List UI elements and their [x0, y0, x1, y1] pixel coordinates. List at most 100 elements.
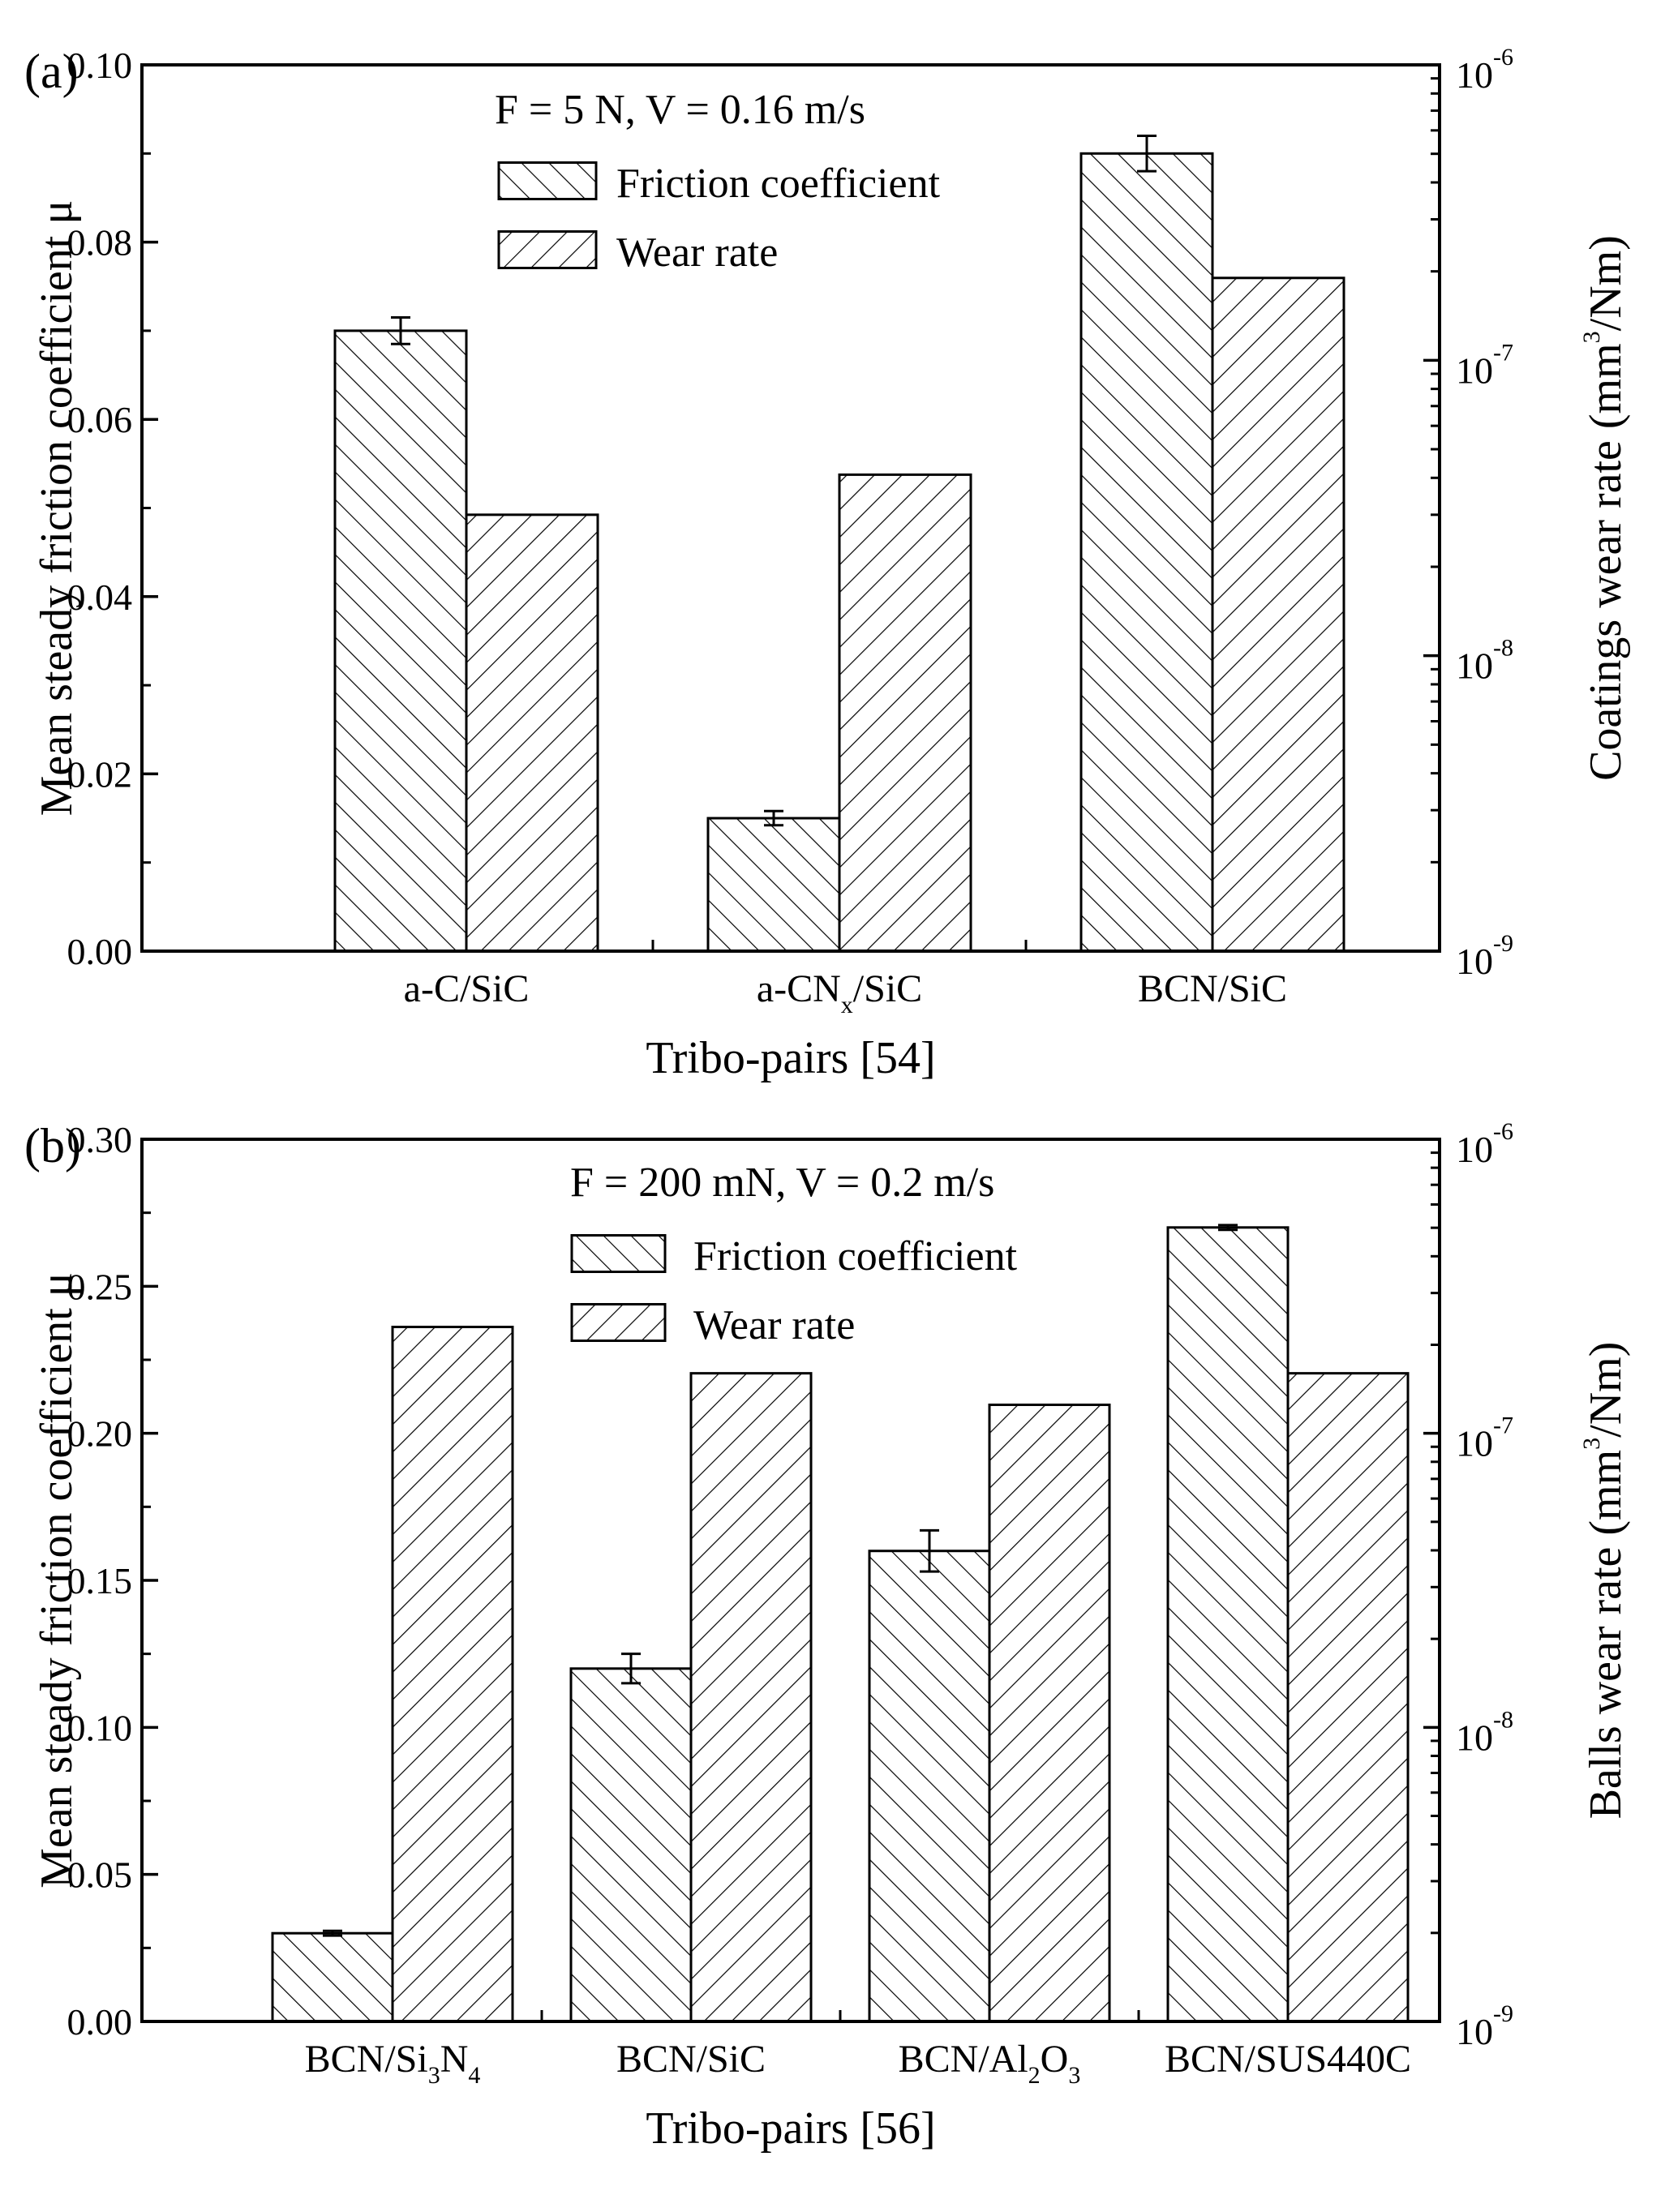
category-label-part: a-CN — [757, 967, 841, 1010]
y-tick-label: 0.10 — [67, 1707, 133, 1748]
y2-tick-label: 10-7 — [1456, 1413, 1513, 1464]
x-axis-label: Tribo-pairs [54] — [646, 1033, 935, 1083]
wear-bar-3 — [1286, 1372, 1410, 2023]
legend-label-0: Friction coefficient — [616, 161, 941, 207]
legend-label-0: Friction coefficient — [693, 1233, 1018, 1280]
wear-bar-2 — [1211, 276, 1345, 953]
y2-tick-exponent: -6 — [1493, 1118, 1513, 1145]
y-tick-label: 0.00 — [67, 931, 133, 972]
category-label-1: a-CNx/SiC — [757, 967, 922, 1018]
panel-a: a-C/SiC a-CNx/SiC BCN/SiC 0.00 0.02 0.04 0.06 0… — [24, 44, 1631, 1083]
friction-bar-1 — [706, 817, 841, 953]
category-label-part: BCN/Si — [305, 2038, 428, 2081]
y-tick-label: 0.30 — [67, 1119, 133, 1160]
legend-swatch-1 — [497, 230, 598, 269]
category-label-0: a-C/SiC — [404, 967, 530, 1010]
category-label-1: BCN/SiC — [616, 2038, 766, 2081]
y2-tick-base: 10 — [1456, 2011, 1493, 2052]
wear-bar-1 — [838, 473, 972, 953]
y2-axis-label: Coatings wear rate (mm3/Nm) — [1578, 235, 1631, 781]
y2-tick-exponent: -9 — [1493, 2000, 1513, 2027]
legend-title: F = 200 mN, V = 0.2 m/s — [570, 1160, 994, 1206]
y2-tick-label: 10-8 — [1456, 635, 1513, 687]
category-label-3: BCN/SUS440C — [1165, 2038, 1411, 2081]
y2-tick-label: 10-7 — [1456, 339, 1513, 391]
wear-bar-2 — [988, 1404, 1111, 2023]
category-label-part: BCN/Al — [899, 2038, 1028, 2081]
legend-swatch-0 — [497, 161, 598, 200]
y2-tick-exponent: -8 — [1493, 1706, 1513, 1733]
y2-tick-base: 10 — [1456, 645, 1493, 687]
category-label-part: N — [440, 2038, 469, 2081]
category-label-part: a-C/SiC — [404, 967, 530, 1010]
y-tick-label: 0.15 — [67, 1560, 133, 1601]
y2-label-before: Balls wear rate (mm — [1581, 1450, 1631, 1820]
category-label-2: BCN/SiC — [1138, 967, 1287, 1010]
y-tick-label: 0.00 — [67, 2001, 133, 2043]
friction-bar-0 — [271, 1931, 394, 2023]
category-label-2: BCN/Al2O3 — [899, 2038, 1081, 2089]
y2-tick-base: 10 — [1456, 1717, 1493, 1758]
y2-tick-exponent: -6 — [1493, 44, 1513, 71]
y2-axis-label: Balls wear rate (mm3/Nm) — [1578, 1342, 1631, 1820]
y2-label-before: Coatings wear rate (mm — [1581, 343, 1631, 781]
category-label-part: x — [841, 992, 853, 1018]
y-tick-label: 0.05 — [67, 1854, 133, 1896]
friction-bar-1 — [569, 1667, 693, 2023]
y2-tick-base: 10 — [1456, 1129, 1493, 1170]
y2-tick-base: 10 — [1456, 1423, 1493, 1464]
category-label-part: 2 — [1028, 2062, 1041, 2089]
category-label-part: 3 — [428, 2062, 440, 2089]
y-axis-label: Mean steady friction coefficient μ — [32, 1272, 82, 1888]
y-tick-label: 0.20 — [67, 1413, 133, 1455]
y-tick-label: 0.08 — [67, 222, 133, 264]
category-label-part: /SiC — [853, 967, 922, 1010]
y-tick-label: 0.25 — [67, 1266, 133, 1307]
y2-tick-base: 10 — [1456, 54, 1493, 96]
wear-bar-0 — [391, 1325, 514, 2023]
category-label-part: 4 — [468, 2062, 480, 2089]
y2-label-after: /Nm) — [1581, 1342, 1631, 1438]
y-tick-label: 0.06 — [67, 399, 133, 440]
y2-tick-exponent: -7 — [1493, 339, 1513, 366]
legend-title: F = 5 N, V = 0.16 m/s — [495, 87, 865, 133]
category-label-part: 3 — [1068, 2062, 1080, 2089]
y2-tick-label: 10-6 — [1456, 1118, 1513, 1170]
friction-bar-3 — [1166, 1226, 1290, 2023]
y2-tick-base: 10 — [1456, 941, 1493, 982]
y2-tick-label: 10-6 — [1456, 44, 1513, 96]
category-label-part: O — [1041, 2038, 1069, 2081]
y2-tick-label: 10-9 — [1456, 930, 1513, 982]
y-tick-label: 0.02 — [67, 753, 133, 795]
y2-tick-base: 10 — [1456, 349, 1493, 391]
y2-label-sup: 3 — [1578, 1438, 1605, 1450]
y2-tick-exponent: -7 — [1493, 1413, 1513, 1439]
x-axis-label: Tribo-pairs [56] — [646, 2103, 935, 2154]
category-label-part: BCN/SiC — [1138, 967, 1287, 1010]
friction-bar-2 — [868, 1550, 991, 2023]
y2-tick-label: 10-8 — [1456, 1706, 1513, 1758]
friction-bar-0 — [333, 329, 468, 953]
y2-label-after: /Nm) — [1581, 235, 1631, 331]
panel-tag: (b) — [24, 1119, 81, 1172]
friction-bar-2 — [1079, 152, 1214, 953]
panel-tag: (a) — [24, 45, 79, 98]
panel-b: BCN/Si3N4 BCN/SiC BCN/Al2O3 BCN/SUS440C0.00… — [24, 1118, 1631, 2154]
y2-label-sup: 3 — [1578, 331, 1605, 343]
wear-bar-0 — [465, 513, 599, 953]
y-tick-label: 0.10 — [67, 45, 133, 86]
wear-bar-1 — [689, 1372, 813, 2023]
legend-swatch-1 — [570, 1303, 667, 1342]
y-axis-label: Mean steady friction coefficient μ — [32, 200, 82, 817]
legend-label-1: Wear rate — [693, 1302, 855, 1348]
category-label-0: BCN/Si3N4 — [305, 2038, 481, 2089]
category-label-part: BCN/SiC — [616, 2038, 766, 2081]
y2-tick-exponent: -9 — [1493, 930, 1513, 957]
y-tick-label: 0.04 — [67, 577, 133, 618]
category-label-part: BCN/SUS440C — [1165, 2038, 1411, 2081]
y2-tick-exponent: -8 — [1493, 635, 1513, 662]
legend-label-1: Wear rate — [616, 229, 778, 276]
y2-tick-label: 10-9 — [1456, 2000, 1513, 2052]
legend-swatch-0 — [570, 1234, 667, 1273]
